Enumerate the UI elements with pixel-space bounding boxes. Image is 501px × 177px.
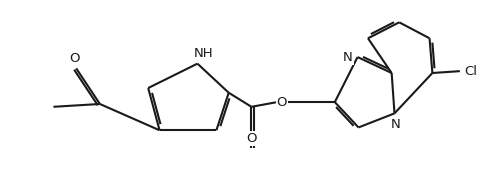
Text: O: O — [69, 52, 80, 65]
Text: Cl: Cl — [464, 65, 477, 78]
Text: N: N — [343, 51, 353, 64]
Text: O: O — [277, 96, 287, 109]
Text: O: O — [246, 132, 257, 145]
Text: NH: NH — [193, 47, 213, 60]
Text: N: N — [391, 118, 401, 131]
